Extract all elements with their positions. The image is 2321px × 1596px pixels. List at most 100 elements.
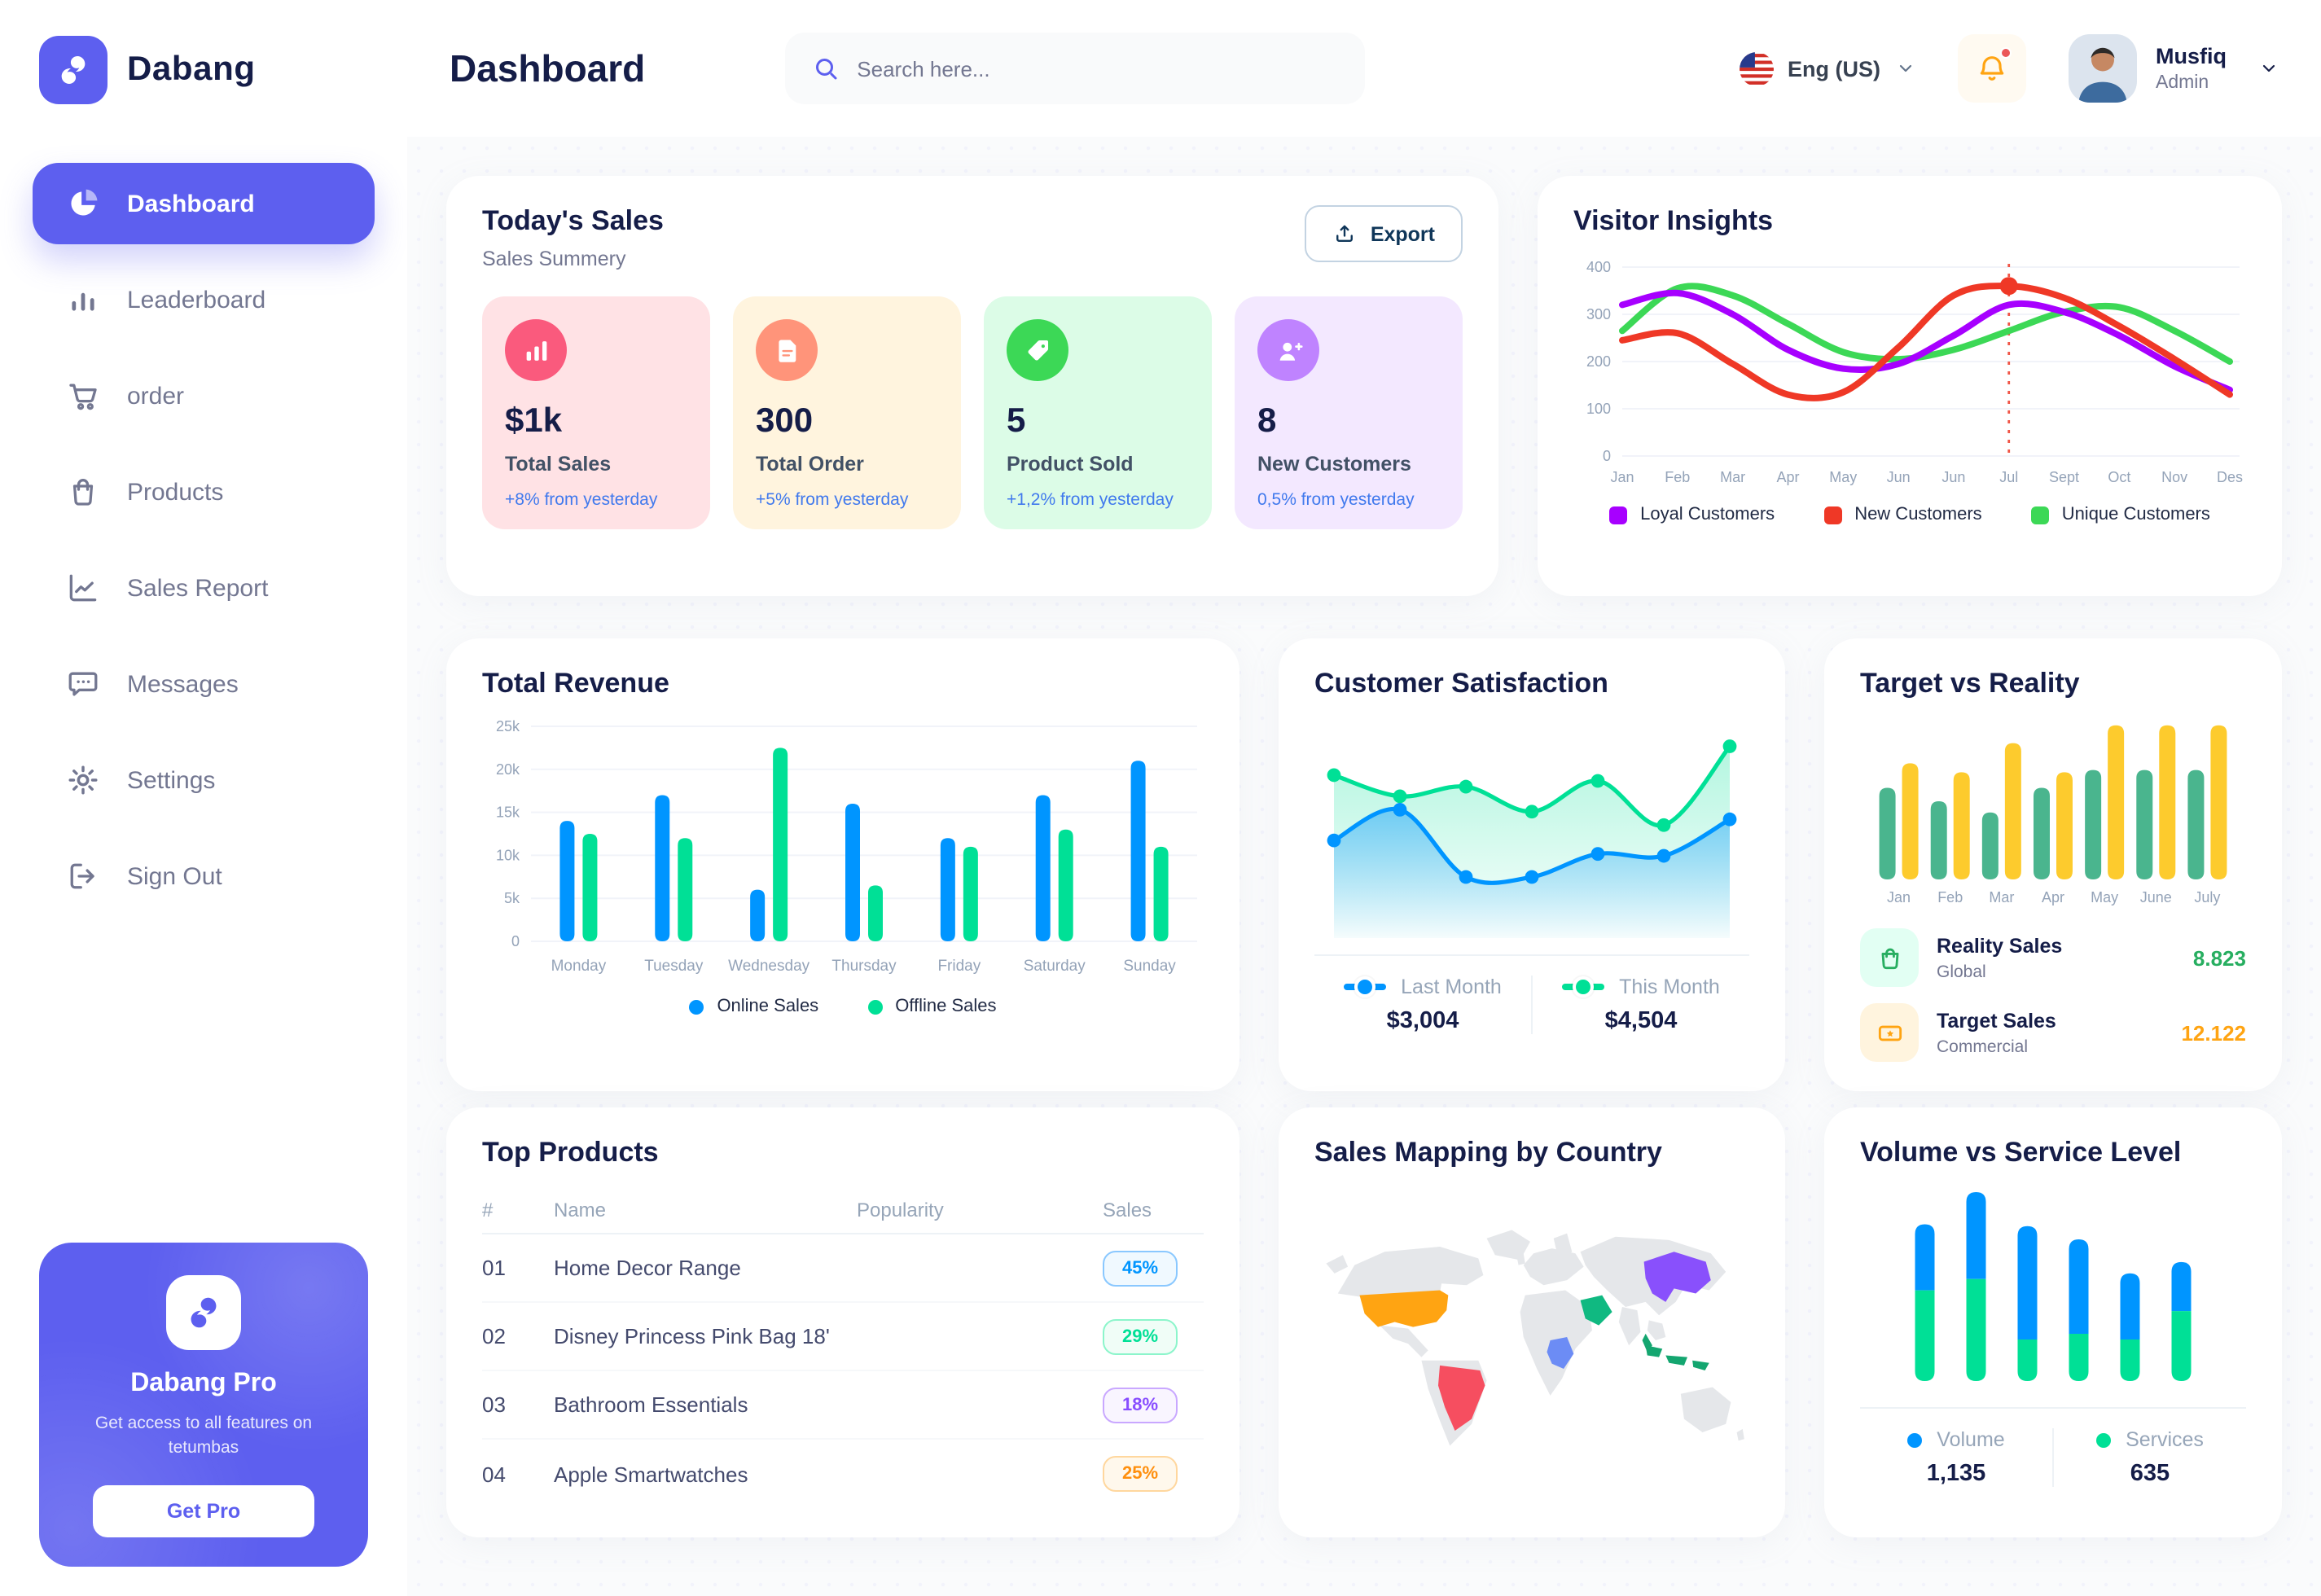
svg-text:Des: Des bbox=[2217, 469, 2243, 485]
get-pro-button[interactable]: Get Pro bbox=[93, 1485, 314, 1537]
sidebar-item-label: Settings bbox=[127, 766, 216, 794]
sidebar-item-sign-out[interactable]: Sign Out bbox=[33, 835, 375, 917]
target-sales-row: Target Sales Commercial 12.122 bbox=[1860, 1003, 2246, 1062]
svg-text:400: 400 bbox=[1586, 259, 1611, 275]
pro-upgrade-card: Dabang Pro Get access to all features on… bbox=[39, 1242, 368, 1567]
page-title: Dashboard bbox=[450, 46, 646, 89]
top-products-table: # Name Popularity Sales 01 Home Decor Ra… bbox=[482, 1186, 1204, 1508]
country-united-states[interactable] bbox=[1359, 1290, 1449, 1327]
target-sales-label: Target Sales bbox=[1937, 1009, 2056, 1032]
svg-text:Apr: Apr bbox=[1776, 469, 1799, 485]
svg-text:Sunday: Sunday bbox=[1123, 958, 1176, 975]
legend-dot bbox=[1907, 1432, 1923, 1447]
target-vs-reality-legend: Reality Sales Global 8.823 Target Sales … bbox=[1860, 928, 2246, 1062]
sidebar-item-order[interactable]: order bbox=[33, 355, 375, 436]
target-sales-sublabel: Commercial bbox=[1937, 1037, 2029, 1056]
sidebar-item-label: Messages bbox=[127, 670, 239, 698]
sign-out-icon bbox=[65, 858, 101, 894]
pie-chart-icon bbox=[65, 186, 101, 221]
svg-text:Thursday: Thursday bbox=[831, 958, 897, 975]
volume-value: 1,135 bbox=[1926, 1461, 1986, 1487]
stat-value: 5 bbox=[1007, 402, 1026, 440]
search-input[interactable] bbox=[857, 56, 1340, 81]
svg-text:Saturday: Saturday bbox=[1024, 958, 1086, 975]
stat-product-sold: 5 Product Sold +1,2% from yesterday bbox=[984, 296, 1212, 529]
export-label: Export bbox=[1370, 222, 1435, 245]
legend-swatch bbox=[1609, 506, 1628, 524]
ticket-star-icon bbox=[1860, 1003, 1919, 1062]
user-name: Musfiq bbox=[2156, 44, 2227, 68]
volume-service-title: Volume vs Service Level bbox=[1860, 1137, 2182, 1168]
legend-dot bbox=[867, 999, 883, 1014]
sidebar-item-label: Sales Report bbox=[127, 574, 269, 602]
sidebar-item-dashboard[interactable]: Dashboard bbox=[33, 163, 375, 244]
sales-badge: 45% bbox=[1103, 1250, 1178, 1286]
notifications-button[interactable] bbox=[1957, 34, 2025, 103]
customer-satisfaction-title: Customer Satisfaction bbox=[1314, 668, 1608, 699]
sidebar-item-leaderboard[interactable]: Leaderboard bbox=[33, 259, 375, 340]
main-content: Today's Sales Sales Summery Export $1k T… bbox=[407, 137, 2321, 1596]
country-indonesia[interactable] bbox=[1642, 1333, 1709, 1371]
export-button[interactable]: Export bbox=[1305, 205, 1463, 262]
stat-total-order: 300 Total Order +5% from yesterday bbox=[733, 296, 961, 529]
chevron-down-icon bbox=[1898, 64, 1911, 72]
profile-menu[interactable]: Musfiq Admin bbox=[2068, 34, 2279, 103]
sidebar-item-label: Leaderboard bbox=[127, 286, 266, 314]
stat-value: 8 bbox=[1257, 402, 1277, 440]
legend-this-month: This Month $4,504 bbox=[1531, 976, 1749, 1034]
sidebar-item-label: Sign Out bbox=[127, 862, 222, 890]
language-label: Eng (US) bbox=[1788, 56, 1880, 81]
stat-delta: +1,2% from yesterday bbox=[1007, 490, 1174, 510]
country-brazil[interactable] bbox=[1437, 1365, 1485, 1431]
stat-label: Product Sold bbox=[1007, 453, 1134, 476]
world-map-svg bbox=[1326, 1230, 1744, 1446]
todays-sales-card: Today's Sales Sales Summery Export $1k T… bbox=[446, 176, 1498, 596]
svg-text:Oct: Oct bbox=[2108, 469, 2130, 485]
svg-text:May: May bbox=[2091, 889, 2118, 905]
sidebar-item-settings[interactable]: Settings bbox=[33, 739, 375, 821]
brand[interactable]: Dabang bbox=[0, 0, 407, 121]
notification-badge bbox=[1999, 47, 2011, 59]
country-dr-congo[interactable] bbox=[1547, 1336, 1574, 1369]
stat-cards: $1k Total Sales +8% from yesterday 300 T… bbox=[482, 296, 1463, 529]
dabang-logo-icon bbox=[39, 36, 107, 104]
svg-text:Tuesday: Tuesday bbox=[644, 958, 704, 975]
sidebar-item-products[interactable]: Products bbox=[33, 451, 375, 533]
sidebar-item-label: order bbox=[127, 382, 185, 410]
country-china[interactable] bbox=[1643, 1252, 1711, 1302]
world-map bbox=[1314, 1169, 1749, 1508]
volume-service-card: Volume vs Service Level Volume 1,135 Ser… bbox=[1824, 1107, 2282, 1537]
top-products-card: Top Products # Name Popularity Sales 01 … bbox=[446, 1107, 1239, 1537]
profile-texts: Musfiq Admin bbox=[2156, 44, 2227, 93]
gear-icon bbox=[65, 762, 101, 798]
pro-card-description: Get access to all features on tetumbas bbox=[94, 1413, 313, 1458]
language-selector[interactable]: Eng (US) bbox=[1739, 51, 1915, 86]
product-rank: 01 bbox=[482, 1256, 506, 1280]
svg-text:Friday: Friday bbox=[937, 958, 981, 975]
legend-online-sales: Online Sales bbox=[689, 997, 818, 1016]
sidebar-item-sales-report[interactable]: Sales Report bbox=[33, 547, 375, 629]
target-vs-reality-card: Target vs Reality Jan Feb Mar Apr May June Jul… bbox=[1824, 638, 2282, 1091]
legend-unique-customers: Unique Customers bbox=[2030, 505, 2210, 524]
stat-new-customers: 8 New Customers 0,5% from yesterday bbox=[1235, 296, 1463, 529]
sidebar-item-messages[interactable]: Messages bbox=[33, 643, 375, 725]
cart-icon bbox=[65, 378, 101, 414]
total-revenue-card: Total Revenue 0 5k 10k 15k 20k 25k Monday Tuesd… bbox=[446, 638, 1239, 1091]
stat-value: 300 bbox=[756, 402, 814, 440]
stat-label: Total Order bbox=[756, 453, 864, 476]
bar-chart-icon bbox=[505, 319, 567, 381]
svg-text:200: 200 bbox=[1586, 353, 1611, 370]
svg-text:10k: 10k bbox=[496, 847, 520, 863]
todays-sales-title: Today's Sales bbox=[482, 205, 664, 236]
product-name: Home Decor Range bbox=[554, 1256, 741, 1280]
chat-bubble-icon bbox=[65, 666, 101, 702]
bar-columns-icon bbox=[65, 282, 101, 318]
sales-mapping-card: Sales Mapping by Country bbox=[1279, 1107, 1785, 1537]
table-row: 02 Disney Princess Pink Bag 18' 29% bbox=[482, 1303, 1204, 1371]
pro-card-title: Dabang Pro bbox=[130, 1369, 277, 1396]
product-rank: 02 bbox=[482, 1324, 506, 1348]
volume-service-legend: Volume 1,135 Services 635 bbox=[1860, 1407, 2246, 1487]
country-saudi-arabia[interactable] bbox=[1580, 1295, 1612, 1326]
reality-sales-sublabel: Global bbox=[1937, 962, 1986, 981]
svg-text:May: May bbox=[1829, 469, 1857, 485]
